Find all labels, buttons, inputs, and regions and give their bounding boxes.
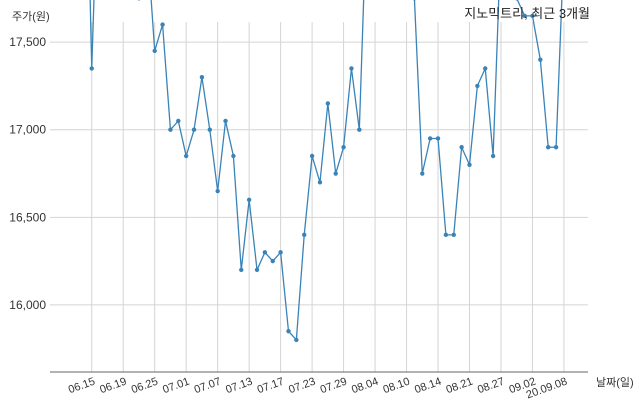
data-point xyxy=(357,127,362,132)
data-point xyxy=(443,232,449,238)
data-point xyxy=(168,127,173,132)
x-tick-label: 08.14 xyxy=(413,376,443,397)
x-tick-label: 07.07 xyxy=(193,376,223,397)
data-point xyxy=(341,145,346,150)
x-tick-label: 06.25 xyxy=(130,376,160,397)
data-point xyxy=(302,232,307,238)
data-point xyxy=(215,188,220,194)
x-tick-label: 07.01 xyxy=(161,376,191,397)
data-point xyxy=(412,0,416,1)
data-point xyxy=(223,118,228,124)
x-tick-label: 07.17 xyxy=(256,376,286,397)
y-axis-label: 주가(원) xyxy=(12,10,50,23)
x-tick-label: 07.13 xyxy=(224,376,254,397)
data-point xyxy=(515,0,519,1)
data-point xyxy=(475,83,480,89)
data-point xyxy=(286,329,291,334)
data-point xyxy=(451,232,456,238)
grid-lines xyxy=(50,22,588,372)
data-point xyxy=(483,66,488,71)
data-point xyxy=(522,13,527,19)
y-tick-label: 17,500 xyxy=(9,35,46,49)
x-tick-label: 07.29 xyxy=(319,376,349,397)
data-point xyxy=(231,153,236,159)
y-tick-label: 17,000 xyxy=(9,123,46,137)
x-tick-label: 06.19 xyxy=(98,376,128,397)
data-point xyxy=(459,145,464,150)
data-point xyxy=(427,136,433,141)
data-point xyxy=(553,145,559,150)
data-point xyxy=(207,127,212,132)
x-tick-label: 08.27 xyxy=(476,376,506,397)
x-tick-label: 08.21 xyxy=(445,376,475,397)
data-point xyxy=(262,250,268,255)
x-tick-label: 07.23 xyxy=(287,376,317,397)
data-point xyxy=(538,57,543,62)
data-point xyxy=(309,153,315,159)
x-tick-label: 08.10 xyxy=(382,376,412,397)
y-tick-labels: 16,00016,50017,00017,50018,00018,50019,0… xyxy=(9,35,46,312)
data-point xyxy=(199,74,205,80)
data-point xyxy=(137,0,141,1)
data-point xyxy=(191,127,197,132)
data-point xyxy=(435,136,441,141)
data-point xyxy=(420,171,425,176)
data-point xyxy=(294,337,299,343)
chart-title: 지노믹트리, 최근 3개월 xyxy=(464,6,590,21)
data-point xyxy=(152,48,157,54)
data-point xyxy=(317,180,323,185)
data-point xyxy=(176,118,181,124)
data-point xyxy=(546,145,551,150)
data-point xyxy=(239,267,244,273)
data-point xyxy=(246,197,252,202)
x-axis-label: 날짜(일) xyxy=(596,375,634,389)
data-point xyxy=(349,66,354,71)
data-point xyxy=(530,13,535,19)
x-tick-label: 06.15 xyxy=(67,376,97,397)
data-point xyxy=(467,162,472,167)
data-point xyxy=(183,153,189,159)
series-line xyxy=(89,0,563,342)
data-point xyxy=(325,101,331,106)
y-tick-label: 16,500 xyxy=(9,210,46,224)
data-point xyxy=(254,267,260,273)
data-point xyxy=(278,250,283,255)
x-tick-labels: 06.15 06.19 06.25 07.01 07.07 07.13 07.17 07.23… xyxy=(67,376,569,402)
data-point xyxy=(270,258,275,264)
data-point xyxy=(490,153,496,159)
y-tick-label: 16,000 xyxy=(9,298,46,312)
data-point xyxy=(89,66,94,71)
series xyxy=(89,0,563,343)
x-tick-label: 08.04 xyxy=(350,376,380,397)
data-point xyxy=(333,171,338,176)
data-point xyxy=(160,22,165,27)
